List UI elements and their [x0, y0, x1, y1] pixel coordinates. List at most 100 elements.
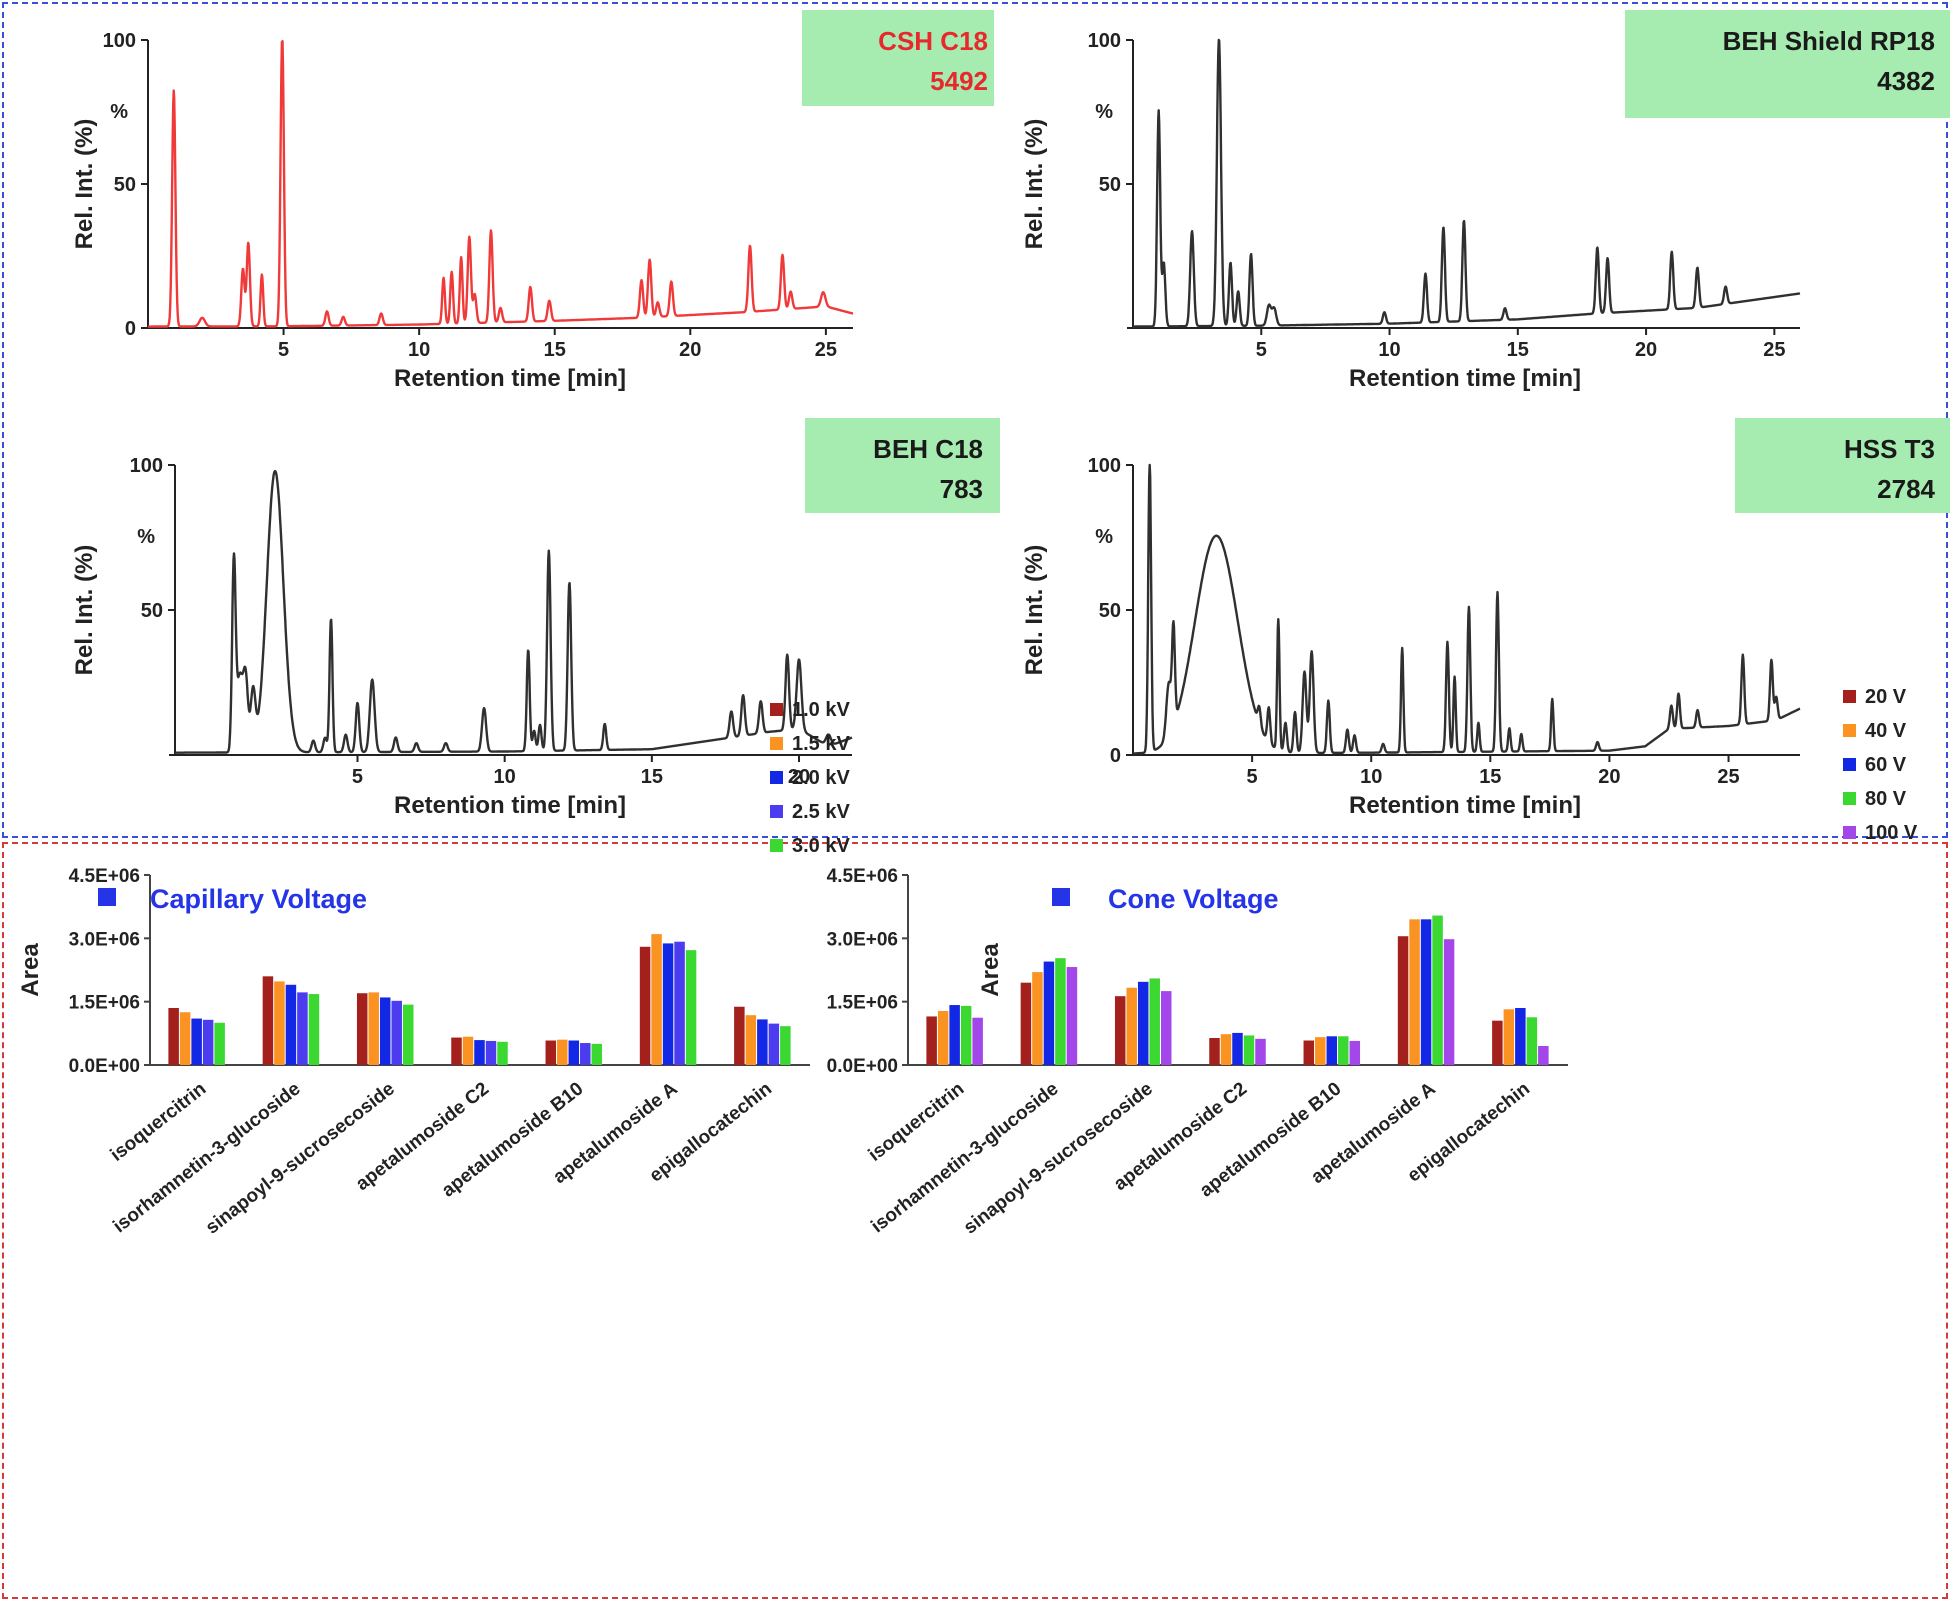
x-tick-label: 20 [1598, 766, 1620, 788]
y-axis-title: Rel. Int. (%) [71, 545, 98, 676]
x-tick-label: 10 [1378, 339, 1400, 361]
legend-swatch [1843, 724, 1856, 737]
legend-swatch [770, 703, 783, 716]
bar-capillary-5-4 [685, 950, 697, 1065]
category-label: isorhamnetin-3-glucoside [867, 1078, 1062, 1237]
category-label: isoquercitrin [107, 1078, 211, 1165]
bar-capillary-6-2 [757, 1019, 768, 1065]
bar-capillary-0-1 [179, 1012, 191, 1065]
bar-capillary-5-3 [674, 941, 685, 1065]
legend-label: 2.5 kV [792, 801, 850, 823]
legend-label: 40 V [1865, 720, 1907, 742]
y-tick-label: 100 [1088, 455, 1121, 477]
x-tick-label: 25 [1763, 339, 1785, 361]
legend-swatch [1843, 758, 1856, 771]
bar-cone-5-4 [1443, 939, 1455, 1065]
bar-cone-6-2 [1515, 1008, 1526, 1065]
bar-chart-capillary: Capillary Voltage 1.0 kV 1.5 kV 2.0 kV 2.5 k… [17, 699, 850, 1239]
x-tick-label: 25 [1717, 766, 1739, 788]
column-name-label: HSS T3 [1844, 434, 1935, 464]
chart-title: Cone Voltage [1108, 884, 1279, 914]
bar-capillary-1-3 [297, 992, 308, 1065]
chromatogram-trace [1132, 38, 1801, 328]
y-tick-label: 100 [103, 30, 136, 52]
y-unit-label: % [1095, 526, 1113, 548]
category-label: sinapoyl-9-sucrosecoside [960, 1078, 1157, 1238]
x-tick-label: 5 [278, 339, 289, 361]
y-axis-title: Area [17, 943, 44, 997]
legend-swatch [770, 839, 783, 852]
bar-capillary-1-1 [274, 981, 285, 1065]
bar-cone-6-0 [1492, 1020, 1503, 1065]
y-axis-title: Area [977, 943, 1004, 997]
peak-count-label: 4382 [1877, 66, 1935, 96]
bar-cone-0-4 [972, 1017, 983, 1065]
bar-cone-6-1 [1503, 1009, 1515, 1065]
bar-cone-5-2 [1420, 919, 1432, 1065]
x-tick-label: 5 [1256, 339, 1267, 361]
legend-label: 2.0 kV [792, 767, 850, 789]
bar-cone-3-2 [1232, 1032, 1243, 1065]
bar-capillary-3-0 [451, 1037, 462, 1065]
bar-cone-3-0 [1209, 1037, 1220, 1065]
bar-cone-2-0 [1114, 996, 1126, 1065]
x-tick-label: 25 [815, 339, 837, 361]
legend-label: 1.0 kV [792, 699, 850, 721]
bar-cone-4-0 [1303, 1040, 1315, 1065]
bar-capillary-0-2 [191, 1018, 202, 1065]
bar-capillary-1-0 [262, 976, 274, 1065]
x-axis-title: Retention time [min] [1349, 792, 1581, 819]
y-unit-label: % [1095, 101, 1113, 123]
y-tick-label: 0 [1110, 745, 1121, 767]
x-axis-title: Retention time [min] [1349, 365, 1581, 392]
bar-capillary-6-3 [768, 1023, 780, 1065]
bar-cone-4-2 [1326, 1036, 1338, 1065]
y-tick-label: 100 [130, 455, 163, 477]
y-tick-label: 50 [1099, 174, 1121, 196]
x-tick-label: 15 [1479, 766, 1501, 788]
legend-swatch [1843, 690, 1856, 703]
bar-cone-0-2 [949, 1005, 960, 1065]
bar-cone-1-3 [1055, 958, 1066, 1065]
bar-capillary-5-2 [662, 943, 674, 1065]
y-tick-label: 3.0E+06 [69, 929, 140, 950]
bar-capillary-3-3 [485, 1040, 497, 1065]
y-tick-label: 50 [1099, 600, 1121, 622]
y-axis-title: Rel. Int. (%) [1021, 119, 1048, 250]
bar-capillary-3-4 [497, 1041, 508, 1065]
x-axis-title: Retention time [min] [394, 365, 626, 392]
bar-capillary-0-3 [202, 1019, 214, 1065]
category-label: isorhamnetin-3-glucoside [109, 1078, 304, 1237]
x-tick-label: 15 [1507, 339, 1529, 361]
bar-cone-4-4 [1349, 1040, 1361, 1065]
y-unit-label: % [110, 101, 128, 123]
x-tick-label: 15 [544, 339, 566, 361]
bar-capillary-0-0 [168, 1008, 179, 1065]
category-label: isoquercitrin [865, 1078, 969, 1165]
legend-swatch [770, 771, 783, 784]
bar-cone-1-2 [1043, 961, 1055, 1065]
peak-count-label: 783 [940, 474, 983, 504]
y-tick-label: 0.0E+00 [69, 1056, 140, 1077]
bar-cone-2-2 [1137, 981, 1149, 1065]
bar-cone-5-1 [1409, 919, 1420, 1065]
voltage-panel-frame [2, 842, 1948, 1599]
legend-label: 3.0 kV [792, 835, 850, 857]
x-tick-label: 10 [408, 339, 430, 361]
column-label-box [1625, 10, 1950, 118]
y-tick-label: 4.5E+06 [69, 866, 140, 887]
bar-capillary-3-1 [462, 1036, 474, 1065]
bar-capillary-4-4 [591, 1043, 603, 1065]
legend-swatch [1843, 792, 1856, 805]
chart-title: Capillary Voltage [150, 884, 367, 914]
x-tick-label: 5 [352, 766, 363, 788]
y-tick-label: 50 [114, 174, 136, 196]
bar-capillary-4-2 [568, 1040, 580, 1065]
bar-capillary-6-4 [780, 1026, 791, 1065]
bar-cone-4-3 [1338, 1036, 1349, 1065]
bar-cone-0-0 [926, 1016, 937, 1065]
x-tick-label: 20 [1635, 339, 1657, 361]
bar-capillary-2-2 [379, 997, 391, 1065]
x-tick-label: 5 [1247, 766, 1258, 788]
bar-cone-1-4 [1066, 967, 1078, 1065]
